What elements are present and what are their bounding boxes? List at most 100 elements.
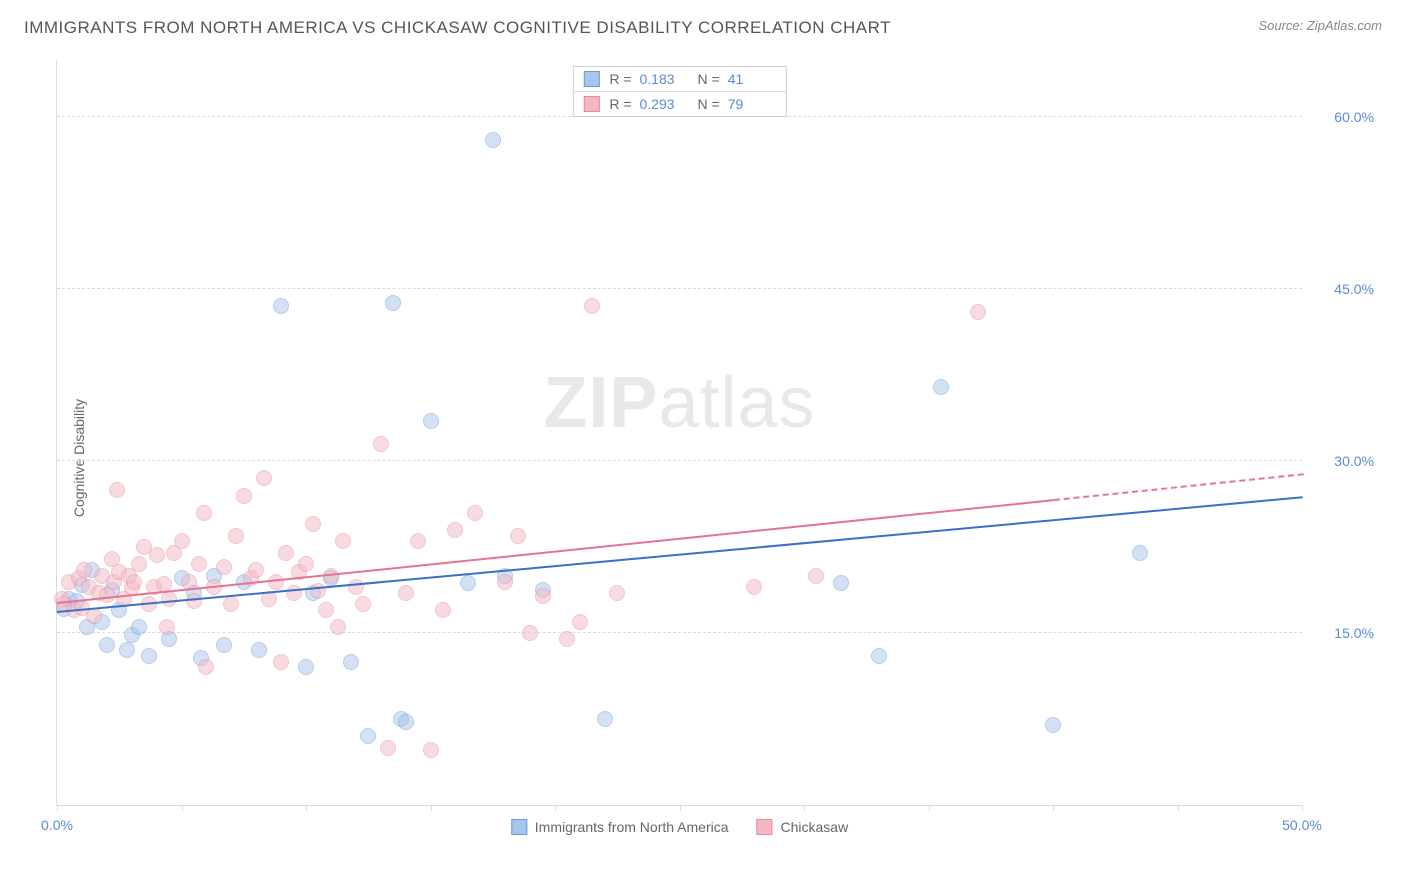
y-tick-label: 45.0% xyxy=(1314,281,1374,297)
data-point xyxy=(808,568,824,584)
data-point xyxy=(335,533,351,549)
data-point xyxy=(159,619,175,635)
data-point xyxy=(196,505,212,521)
data-point xyxy=(305,516,321,532)
x-tick xyxy=(182,805,183,811)
data-point xyxy=(273,654,289,670)
data-point xyxy=(467,505,483,521)
x-tick xyxy=(1302,805,1303,811)
data-point xyxy=(1045,717,1061,733)
n-label: N = xyxy=(698,96,720,112)
data-point xyxy=(198,659,214,675)
data-point xyxy=(398,714,414,730)
legend-swatch xyxy=(511,819,527,835)
data-point xyxy=(423,742,439,758)
legend-row: R =0.183N =41 xyxy=(573,67,785,92)
data-point xyxy=(609,585,625,601)
data-point xyxy=(597,711,613,727)
series-legend: Immigrants from North America Chickasaw xyxy=(511,819,848,835)
data-point xyxy=(99,637,115,653)
data-point xyxy=(572,614,588,630)
n-label: N = xyxy=(698,71,720,87)
data-point xyxy=(256,470,272,486)
data-point xyxy=(216,559,232,575)
data-point xyxy=(360,728,376,744)
r-label: R = xyxy=(609,96,631,112)
data-point xyxy=(410,533,426,549)
data-point xyxy=(174,533,190,549)
trend-line xyxy=(1054,473,1303,501)
x-tick xyxy=(555,805,556,811)
correlation-legend: R =0.183N =41R =0.293N =79 xyxy=(572,66,786,117)
x-tick xyxy=(57,805,58,811)
x-tick xyxy=(306,805,307,811)
legend-swatch xyxy=(583,71,599,87)
data-point xyxy=(126,574,142,590)
data-point xyxy=(236,488,252,504)
data-point xyxy=(385,295,401,311)
data-point xyxy=(398,585,414,601)
data-point xyxy=(298,556,314,572)
gridline xyxy=(57,632,1302,633)
data-point xyxy=(435,602,451,618)
legend-row: R = 0.293 N = 79 xyxy=(573,92,785,116)
data-point xyxy=(76,562,92,578)
legend-series-name: Immigrants from North America xyxy=(535,819,729,835)
y-tick-label: 60.0% xyxy=(1314,109,1374,125)
data-point xyxy=(330,619,346,635)
watermark-text: ZIPatlas xyxy=(543,362,815,444)
data-point xyxy=(497,574,513,590)
y-tick-label: 15.0% xyxy=(1314,625,1374,641)
data-point xyxy=(131,619,147,635)
data-point xyxy=(109,482,125,498)
data-point xyxy=(535,588,551,604)
chart-area: Cognitive Disability ZIPatlas R =0.183N … xyxy=(36,54,1382,862)
x-tick-label: 50.0% xyxy=(1282,817,1322,833)
x-tick xyxy=(804,805,805,811)
r-value: 0.293 xyxy=(640,96,682,112)
data-point xyxy=(286,585,302,601)
chart-title: IMMIGRANTS FROM NORTH AMERICA VS CHICKAS… xyxy=(24,18,891,38)
data-point xyxy=(216,637,232,653)
data-point xyxy=(348,579,364,595)
r-label: R = xyxy=(609,71,631,87)
data-point xyxy=(131,556,147,572)
data-point xyxy=(746,579,762,595)
x-tick xyxy=(431,805,432,811)
x-tick xyxy=(1053,805,1054,811)
legend-swatch xyxy=(583,96,599,112)
trend-line xyxy=(57,496,1303,613)
data-point xyxy=(355,596,371,612)
data-point xyxy=(223,596,239,612)
data-point xyxy=(485,132,501,148)
data-point xyxy=(251,642,267,658)
n-value: 79 xyxy=(728,96,770,112)
data-point xyxy=(871,648,887,664)
source-link[interactable]: ZipAtlas.com xyxy=(1307,18,1382,33)
data-point xyxy=(186,593,202,609)
chart-header: IMMIGRANTS FROM NORTH AMERICA VS CHICKAS… xyxy=(0,0,1406,38)
data-point xyxy=(460,575,476,591)
data-point xyxy=(228,528,244,544)
data-point xyxy=(559,631,575,647)
r-value: 0.183 xyxy=(640,71,682,87)
gridline xyxy=(57,460,1302,461)
data-point xyxy=(380,740,396,756)
data-point xyxy=(161,591,177,607)
data-point xyxy=(510,528,526,544)
data-point xyxy=(278,545,294,561)
data-point xyxy=(423,413,439,429)
x-tick xyxy=(929,805,930,811)
data-point xyxy=(298,659,314,675)
legend-series-name: Chickasaw xyxy=(781,819,849,835)
data-point xyxy=(191,556,207,572)
data-point xyxy=(149,547,165,563)
data-point xyxy=(447,522,463,538)
data-point xyxy=(310,583,326,599)
source-attribution: Source: ZipAtlas.com xyxy=(1258,18,1382,33)
data-point xyxy=(141,648,157,664)
data-point xyxy=(584,298,600,314)
data-point xyxy=(833,575,849,591)
data-point xyxy=(1132,545,1148,561)
data-point xyxy=(933,379,949,395)
